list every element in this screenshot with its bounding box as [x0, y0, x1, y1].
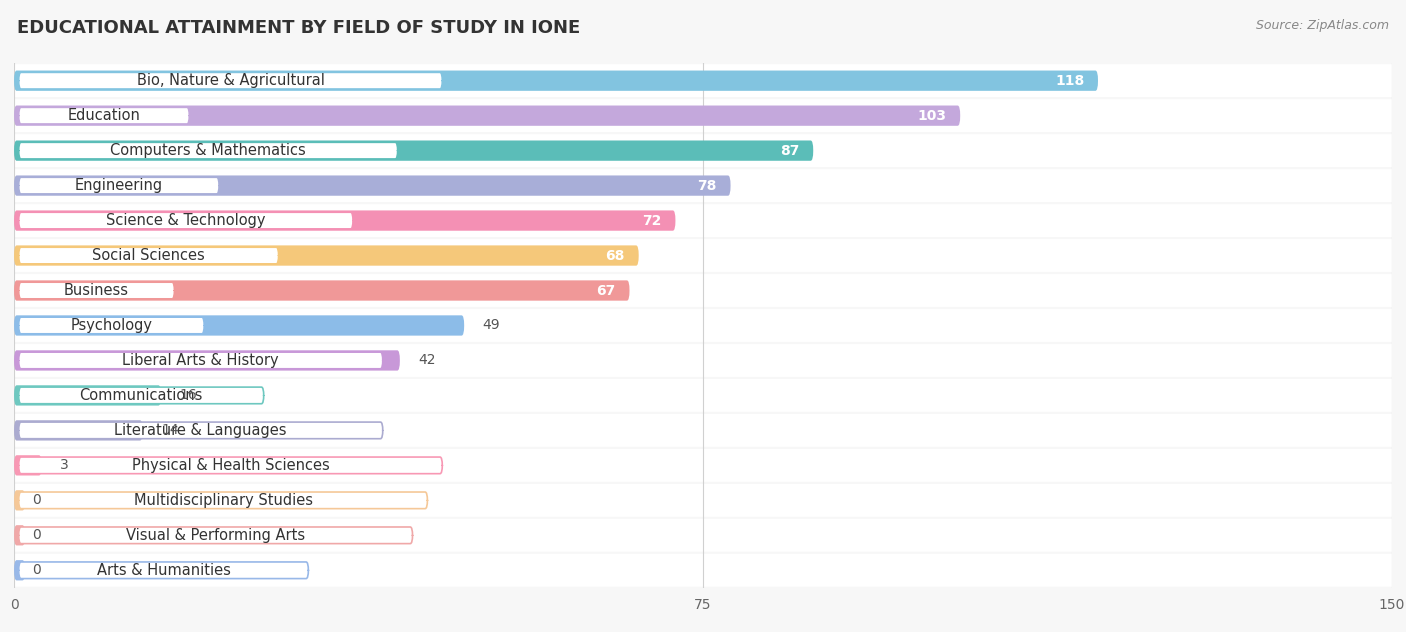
FancyBboxPatch shape — [14, 344, 1392, 377]
Text: Communications: Communications — [80, 388, 202, 403]
Text: 87: 87 — [780, 143, 800, 157]
FancyBboxPatch shape — [14, 519, 1392, 552]
Text: 103: 103 — [918, 109, 946, 123]
Text: Source: ZipAtlas.com: Source: ZipAtlas.com — [1256, 19, 1389, 32]
FancyBboxPatch shape — [14, 140, 813, 161]
FancyBboxPatch shape — [18, 352, 382, 368]
FancyBboxPatch shape — [14, 204, 1392, 237]
Text: 118: 118 — [1054, 74, 1084, 88]
Text: Business: Business — [65, 283, 129, 298]
FancyBboxPatch shape — [18, 457, 443, 473]
FancyBboxPatch shape — [18, 247, 278, 264]
FancyBboxPatch shape — [14, 560, 25, 580]
FancyBboxPatch shape — [18, 212, 353, 229]
Text: 3: 3 — [60, 458, 69, 472]
Text: Social Sciences: Social Sciences — [93, 248, 205, 263]
Text: 72: 72 — [643, 214, 662, 228]
FancyBboxPatch shape — [14, 414, 1392, 447]
FancyBboxPatch shape — [18, 387, 264, 404]
FancyBboxPatch shape — [18, 107, 190, 124]
FancyBboxPatch shape — [18, 422, 382, 439]
FancyBboxPatch shape — [14, 106, 960, 126]
Text: 78: 78 — [697, 179, 717, 193]
Text: 42: 42 — [418, 353, 436, 367]
FancyBboxPatch shape — [14, 274, 1392, 307]
FancyBboxPatch shape — [18, 492, 427, 509]
FancyBboxPatch shape — [14, 386, 162, 406]
FancyBboxPatch shape — [14, 239, 1392, 272]
Text: 14: 14 — [162, 423, 179, 437]
FancyBboxPatch shape — [14, 420, 142, 441]
Text: 68: 68 — [606, 248, 624, 262]
FancyBboxPatch shape — [14, 245, 638, 265]
FancyBboxPatch shape — [14, 554, 1392, 586]
FancyBboxPatch shape — [14, 71, 1098, 91]
Text: Education: Education — [67, 108, 141, 123]
Text: Multidisciplinary Studies: Multidisciplinary Studies — [134, 493, 312, 508]
Text: Physical & Health Sciences: Physical & Health Sciences — [132, 458, 329, 473]
FancyBboxPatch shape — [14, 176, 731, 196]
FancyBboxPatch shape — [18, 527, 412, 544]
FancyBboxPatch shape — [18, 283, 174, 299]
FancyBboxPatch shape — [14, 309, 1392, 342]
Text: Psychology: Psychology — [70, 318, 152, 333]
Text: Engineering: Engineering — [75, 178, 163, 193]
FancyBboxPatch shape — [14, 525, 25, 545]
FancyBboxPatch shape — [14, 134, 1392, 167]
FancyBboxPatch shape — [18, 317, 204, 334]
Text: 0: 0 — [32, 528, 41, 542]
Text: EDUCATIONAL ATTAINMENT BY FIELD OF STUDY IN IONE: EDUCATIONAL ATTAINMENT BY FIELD OF STUDY… — [17, 19, 581, 37]
Text: Computers & Mathematics: Computers & Mathematics — [110, 143, 307, 158]
Text: 49: 49 — [482, 319, 501, 332]
Text: 67: 67 — [596, 284, 616, 298]
FancyBboxPatch shape — [14, 379, 1392, 412]
Text: Liberal Arts & History: Liberal Arts & History — [122, 353, 278, 368]
Text: 0: 0 — [32, 494, 41, 507]
FancyBboxPatch shape — [14, 281, 630, 301]
FancyBboxPatch shape — [18, 562, 308, 578]
FancyBboxPatch shape — [14, 449, 1392, 482]
FancyBboxPatch shape — [14, 490, 25, 511]
FancyBboxPatch shape — [18, 142, 398, 159]
FancyBboxPatch shape — [18, 73, 443, 89]
FancyBboxPatch shape — [14, 315, 464, 336]
Text: Visual & Performing Arts: Visual & Performing Arts — [127, 528, 305, 543]
Text: Science & Technology: Science & Technology — [105, 213, 266, 228]
Text: Literature & Languages: Literature & Languages — [114, 423, 287, 438]
FancyBboxPatch shape — [18, 178, 219, 194]
FancyBboxPatch shape — [14, 99, 1392, 132]
FancyBboxPatch shape — [14, 455, 42, 475]
FancyBboxPatch shape — [14, 350, 399, 370]
FancyBboxPatch shape — [14, 484, 1392, 517]
FancyBboxPatch shape — [14, 64, 1392, 97]
Text: Arts & Humanities: Arts & Humanities — [97, 562, 231, 578]
Text: 0: 0 — [32, 563, 41, 577]
FancyBboxPatch shape — [14, 169, 1392, 202]
Text: 16: 16 — [180, 389, 197, 403]
FancyBboxPatch shape — [14, 210, 675, 231]
Text: Bio, Nature & Agricultural: Bio, Nature & Agricultural — [136, 73, 325, 88]
